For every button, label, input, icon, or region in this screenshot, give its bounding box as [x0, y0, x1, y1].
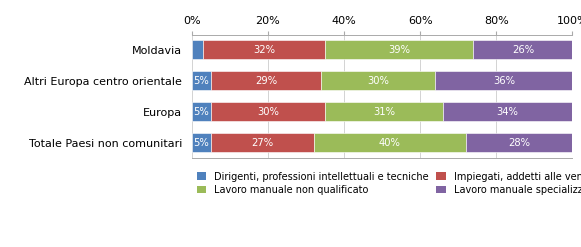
Bar — [325, 40, 474, 60]
Text: 26%: 26% — [512, 45, 534, 55]
Bar — [192, 102, 211, 122]
Bar — [192, 133, 211, 152]
Bar — [321, 71, 435, 90]
Text: 5%: 5% — [193, 107, 209, 117]
Bar — [192, 71, 211, 90]
Bar — [211, 102, 325, 122]
Bar — [211, 71, 321, 90]
Bar — [325, 102, 443, 122]
Bar — [466, 133, 572, 152]
Text: 30%: 30% — [257, 107, 279, 117]
Text: 5%: 5% — [193, 76, 209, 86]
Bar — [314, 133, 466, 152]
Text: 34%: 34% — [497, 107, 518, 117]
Bar — [211, 133, 314, 152]
Text: 30%: 30% — [367, 76, 389, 86]
Text: 28%: 28% — [508, 138, 530, 148]
Bar — [192, 40, 203, 60]
Bar — [435, 71, 572, 90]
Text: 40%: 40% — [379, 138, 400, 148]
Text: 32%: 32% — [253, 45, 275, 55]
Text: 31%: 31% — [373, 107, 395, 117]
Text: 36%: 36% — [493, 76, 515, 86]
Text: 5%: 5% — [193, 138, 209, 148]
Bar — [203, 40, 325, 60]
Text: 27%: 27% — [251, 138, 273, 148]
Text: 29%: 29% — [255, 76, 277, 86]
Bar — [474, 40, 572, 60]
Bar — [443, 102, 572, 122]
Legend: Dirigenti, professioni intellettuali e tecniche, Lavoro manuale non qualificato,: Dirigenti, professioni intellettuali e t… — [196, 172, 581, 195]
Text: 39%: 39% — [388, 45, 410, 55]
